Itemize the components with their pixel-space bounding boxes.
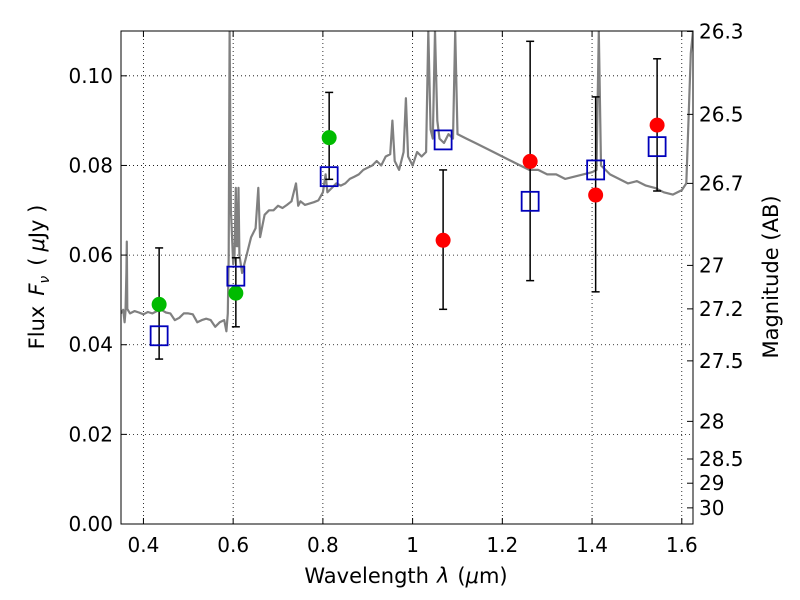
- y-tick-label: 0.08: [68, 153, 113, 177]
- data-point-circle: [649, 117, 665, 133]
- y2-tick-label: 26.3: [699, 19, 744, 43]
- y2-tick-label: 28.5: [699, 447, 744, 471]
- data-point-square: [520, 190, 540, 212]
- y-tick-label: 0.04: [68, 333, 113, 357]
- axes: 0.4 0.6 0.8 1 1.2 1.4 1.6 0.00 0.02 0.04 0.06 0.08 0…: [68, 19, 743, 557]
- x-tick-label: 1.6: [666, 533, 698, 557]
- y2-tick-label: 27: [699, 253, 724, 277]
- y-tick-label: 0.10: [68, 64, 113, 88]
- x-tick-label: 1.4: [576, 533, 608, 557]
- y2-tick-label: 30: [699, 496, 724, 520]
- data-point-square: [149, 325, 169, 347]
- data-markers: [149, 117, 667, 347]
- y2-tick-label: 28: [699, 409, 724, 433]
- x-tick-label: 1.2: [486, 533, 518, 557]
- y2-tick-label: 26.5: [699, 102, 744, 126]
- data-point-circle: [151, 296, 167, 312]
- x-tick-label: 0.6: [217, 533, 249, 557]
- plot-frame: [120, 30, 694, 525]
- y2-tick-label: 27.2: [699, 297, 744, 321]
- data-point-square: [226, 265, 246, 287]
- data-point-circle: [522, 153, 538, 169]
- x-tick-label: 1: [406, 533, 419, 557]
- y2-tick-label: 29: [699, 471, 724, 495]
- x-tick-label: 0.8: [307, 533, 339, 557]
- y2-axis-label: Magnitude (AB): [759, 195, 783, 358]
- data-point-circle: [228, 285, 244, 301]
- data-point-circle: [321, 130, 337, 146]
- data-point-square: [647, 136, 667, 158]
- y-tick-label: 0.06: [68, 243, 113, 267]
- data-point-square: [319, 166, 339, 188]
- data-point-circle: [435, 232, 451, 248]
- y-axis-label: FluxFν(μJy ): [25, 205, 53, 350]
- y-tick-label: 0.00: [68, 512, 113, 536]
- data-point-square: [433, 129, 453, 151]
- x-tick-label: 0.4: [128, 533, 160, 557]
- data-point-circle: [588, 187, 604, 203]
- x-axis-label: Wavelength λ (μm): [304, 564, 507, 588]
- y2-tick-label: 27.5: [699, 349, 744, 373]
- spectrum-line: [121, 31, 693, 333]
- y2-tick-label: 26.7: [699, 171, 744, 195]
- spectrum-layer: [121, 31, 693, 333]
- y-tick-label: 0.02: [68, 422, 113, 446]
- data-point-square: [586, 159, 606, 181]
